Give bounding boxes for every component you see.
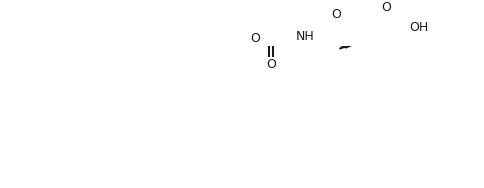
Text: O: O [381, 1, 391, 14]
Text: OH: OH [409, 21, 428, 34]
Text: NH: NH [296, 30, 315, 42]
Text: O: O [266, 58, 276, 70]
Text: O: O [251, 32, 260, 45]
Text: O: O [332, 8, 342, 21]
